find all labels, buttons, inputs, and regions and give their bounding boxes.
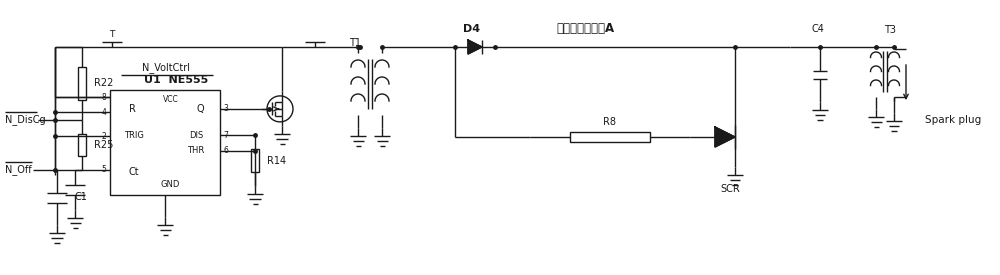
Text: 3: 3 <box>224 104 228 113</box>
Text: U1  NE555: U1 NE555 <box>144 75 208 85</box>
Text: 8: 8 <box>102 93 106 102</box>
Text: THR: THR <box>187 146 204 155</box>
Polygon shape <box>715 127 735 147</box>
Polygon shape <box>468 40 482 54</box>
Text: Ct: Ct <box>129 167 140 177</box>
Bar <box>251 149 259 172</box>
Text: VCC: VCC <box>163 95 178 104</box>
Text: C1: C1 <box>75 192 88 202</box>
Text: D4: D4 <box>463 24 481 34</box>
Text: R: R <box>129 104 135 114</box>
Circle shape <box>267 96 293 122</box>
Text: 6: 6 <box>224 146 228 155</box>
Text: Q: Q <box>196 104 204 114</box>
Text: N_Off: N_Off <box>5 164 32 175</box>
Text: R8: R8 <box>604 117 616 127</box>
Text: GND: GND <box>161 180 180 189</box>
Text: 4: 4 <box>102 108 106 117</box>
Text: DIS: DIS <box>189 131 203 140</box>
Text: TRIG: TRIG <box>124 131 144 140</box>
Text: T1: T1 <box>349 38 361 48</box>
Text: 7: 7 <box>224 131 228 140</box>
Text: 初级升压取样点A: 初级升压取样点A <box>556 23 614 35</box>
Text: C4: C4 <box>812 24 824 34</box>
Text: SCR: SCR <box>720 184 740 194</box>
Text: R22: R22 <box>94 78 113 89</box>
Bar <box>570 132 650 142</box>
Bar <box>78 134 86 156</box>
Text: Spark plug: Spark plug <box>925 115 981 125</box>
Text: N_VoltCtrl: N_VoltCtrl <box>142 62 190 73</box>
Text: T3: T3 <box>884 25 896 35</box>
Bar <box>78 67 86 100</box>
Bar <box>110 90 220 195</box>
Text: T: T <box>109 29 115 39</box>
Text: R14: R14 <box>267 156 286 166</box>
Text: 5: 5 <box>102 165 106 174</box>
Text: N_DisCg: N_DisCg <box>5 115 46 125</box>
Text: R25: R25 <box>94 140 113 150</box>
Text: 2: 2 <box>102 132 106 141</box>
